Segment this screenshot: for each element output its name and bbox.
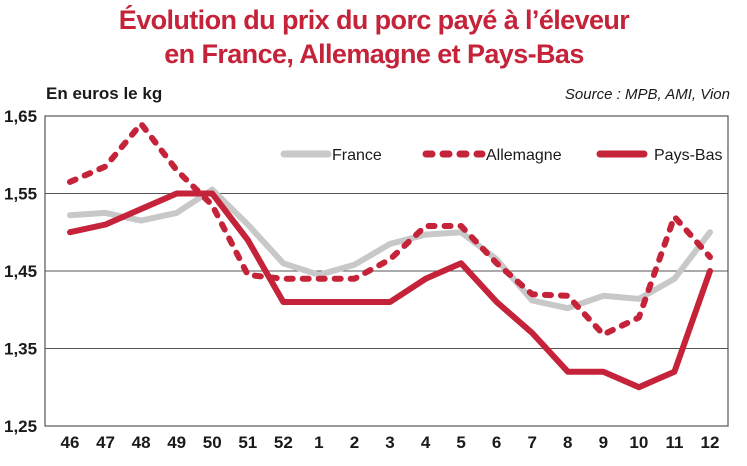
x-tick-label: 6 bbox=[492, 433, 501, 452]
y-tick-label: 1,55 bbox=[4, 185, 37, 204]
legend: France Allemagne Pays-Bas bbox=[280, 147, 722, 164]
chart-title-line-2: en France, Allemagne et Pays-Bas bbox=[164, 39, 583, 69]
x-tick-label: 9 bbox=[599, 433, 608, 452]
x-tick-label: 49 bbox=[167, 433, 186, 452]
series-lines bbox=[67, 120, 713, 391]
series-line-pays-bas bbox=[67, 190, 713, 391]
x-tick-label: 2 bbox=[350, 433, 359, 452]
x-axis-ticks: 46 47 48 49 50 51 52 1 2 3 4 5 6 7 8 9 10 11 12 bbox=[61, 433, 720, 452]
x-tick-label: 52 bbox=[274, 433, 293, 452]
chart-title-line-1: Évolution du prix du porc payé à l’éleve… bbox=[119, 4, 631, 35]
source-note: Source : MPB, AMI, Vion bbox=[565, 86, 730, 103]
x-tick-label: 46 bbox=[61, 433, 80, 452]
legend-label-allemagne: Allemagne bbox=[486, 147, 562, 164]
x-tick-label: 10 bbox=[629, 433, 648, 452]
x-tick-label: 48 bbox=[132, 433, 151, 452]
series-line-allemagne bbox=[67, 120, 713, 338]
legend-label-france: France bbox=[332, 147, 382, 164]
legend-label-pays-bas: Pays-Bas bbox=[654, 147, 722, 164]
x-tick-label: 12 bbox=[701, 433, 720, 452]
y-axis-ticks: 1,65 1,55 1,45 1,35 1,25 bbox=[4, 107, 37, 436]
y-tick-label: 1,45 bbox=[4, 262, 37, 281]
x-tick-label: 1 bbox=[314, 433, 323, 452]
x-tick-label: 8 bbox=[563, 433, 572, 452]
x-tick-label: 50 bbox=[203, 433, 222, 452]
x-tick-label: 11 bbox=[665, 433, 683, 452]
x-tick-label: 51 bbox=[238, 433, 257, 452]
y-tick-label: 1,65 bbox=[4, 107, 37, 126]
series-line-france bbox=[67, 186, 713, 312]
y-tick-label: 1,35 bbox=[4, 340, 37, 359]
gridlines bbox=[45, 193, 728, 349]
x-tick-label: 3 bbox=[385, 433, 394, 452]
y-tick-label: 1,25 bbox=[4, 417, 37, 436]
x-tick-label: 5 bbox=[456, 433, 465, 452]
x-tick-label: 4 bbox=[421, 433, 431, 452]
y-axis-label: En euros le kg bbox=[46, 84, 162, 103]
x-tick-label: 7 bbox=[527, 433, 536, 452]
x-tick-label: 47 bbox=[96, 433, 115, 452]
